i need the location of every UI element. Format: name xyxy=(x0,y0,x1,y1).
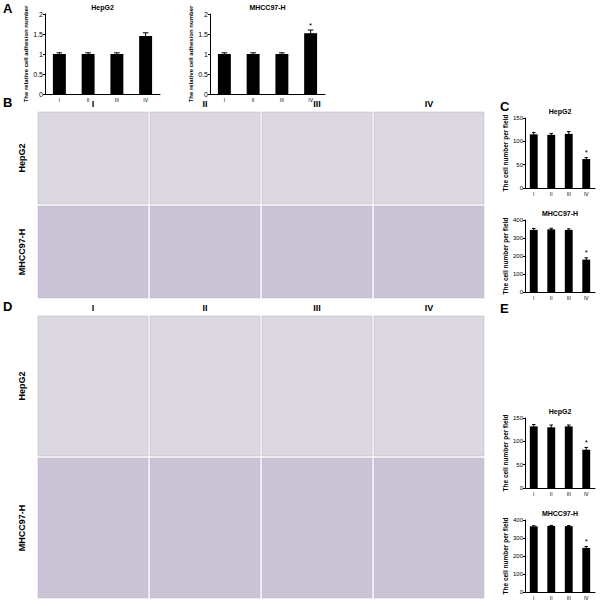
svg-text:III: III xyxy=(567,595,571,601)
svg-text:I: I xyxy=(533,595,534,601)
svg-text:300: 300 xyxy=(513,535,524,541)
svg-text:The cell number per field: The cell number per field xyxy=(502,218,510,295)
svg-text:A: A xyxy=(3,1,13,16)
svg-text:I: I xyxy=(533,491,534,497)
svg-text:*: * xyxy=(585,248,588,257)
svg-text:*: * xyxy=(309,21,312,30)
svg-text:II: II xyxy=(252,97,255,103)
svg-text:II: II xyxy=(202,303,207,313)
svg-text:HepG2: HepG2 xyxy=(17,143,27,172)
svg-text:III: III xyxy=(567,295,571,301)
svg-text:IV: IV xyxy=(308,97,313,103)
svg-text:III: III xyxy=(567,491,571,497)
svg-text:100: 100 xyxy=(513,138,524,144)
svg-text:The cell number per field: The cell number per field xyxy=(502,415,510,492)
svg-text:400: 400 xyxy=(513,217,524,223)
svg-text:MHCC97-H: MHCC97-H xyxy=(249,4,285,11)
svg-text:IV: IV xyxy=(143,97,148,103)
svg-text:100: 100 xyxy=(513,438,524,444)
svg-text:D: D xyxy=(3,299,12,314)
svg-text:*: * xyxy=(585,148,588,157)
svg-text:The cell number per field: The cell number per field xyxy=(502,518,510,595)
svg-text:II: II xyxy=(550,595,553,601)
svg-text:2: 2 xyxy=(39,11,43,18)
svg-text:300: 300 xyxy=(513,235,524,241)
svg-text:1.5: 1.5 xyxy=(198,31,208,38)
svg-text:0.5: 0.5 xyxy=(198,71,208,78)
svg-text:200: 200 xyxy=(513,553,524,559)
svg-text:III: III xyxy=(115,97,119,103)
svg-text:IV: IV xyxy=(584,595,589,601)
svg-text:II: II xyxy=(550,295,553,301)
svg-text:E: E xyxy=(500,301,509,316)
svg-text:50: 50 xyxy=(516,162,523,168)
svg-text:MHCC97-H: MHCC97-H xyxy=(17,229,27,276)
svg-text:II: II xyxy=(87,97,90,103)
svg-text:IV: IV xyxy=(584,491,589,497)
svg-text:*: * xyxy=(585,438,588,447)
svg-text:150: 150 xyxy=(513,415,524,421)
svg-text:0: 0 xyxy=(520,289,524,295)
svg-text:I: I xyxy=(59,97,60,103)
svg-text:0: 0 xyxy=(520,589,524,595)
svg-text:III: III xyxy=(313,99,321,109)
svg-text:0: 0 xyxy=(520,185,524,191)
svg-text:50: 50 xyxy=(516,462,523,468)
svg-text:II: II xyxy=(550,491,553,497)
svg-text:HepG2: HepG2 xyxy=(17,371,27,400)
svg-text:0: 0 xyxy=(39,91,43,98)
svg-text:IV: IV xyxy=(425,99,434,109)
svg-text:0: 0 xyxy=(204,91,208,98)
svg-text:*: * xyxy=(585,537,588,546)
svg-text:1.5: 1.5 xyxy=(33,31,43,38)
svg-text:C: C xyxy=(500,99,510,114)
svg-text:IV: IV xyxy=(425,303,434,313)
svg-text:III: III xyxy=(567,191,571,197)
svg-text:I: I xyxy=(533,295,534,301)
svg-text:B: B xyxy=(3,95,12,110)
svg-text:100: 100 xyxy=(513,271,524,277)
svg-text:150: 150 xyxy=(513,115,524,121)
svg-text:HepG2: HepG2 xyxy=(549,408,572,416)
svg-text:II: II xyxy=(550,191,553,197)
svg-text:I: I xyxy=(92,99,95,109)
svg-text:0.5: 0.5 xyxy=(33,71,43,78)
svg-text:I: I xyxy=(92,303,95,313)
svg-text:I: I xyxy=(224,97,225,103)
svg-text:200: 200 xyxy=(513,253,524,259)
svg-text:III: III xyxy=(280,97,284,103)
svg-text:1: 1 xyxy=(204,51,208,58)
svg-text:II: II xyxy=(202,99,207,109)
svg-text:IV: IV xyxy=(584,295,589,301)
svg-text:MHCC97-H: MHCC97-H xyxy=(542,510,578,517)
svg-text:HepG2: HepG2 xyxy=(91,4,114,12)
svg-text:IV: IV xyxy=(584,191,589,197)
svg-text:III: III xyxy=(313,303,321,313)
svg-text:I: I xyxy=(533,191,534,197)
svg-text:100: 100 xyxy=(513,571,524,577)
svg-text:2: 2 xyxy=(204,11,208,18)
svg-text:MHCC97-H: MHCC97-H xyxy=(17,505,27,552)
svg-text:HepG2: HepG2 xyxy=(549,108,572,116)
svg-text:0: 0 xyxy=(520,485,524,491)
svg-text:MHCC97-H: MHCC97-H xyxy=(542,210,578,217)
svg-text:The cell number per field: The cell number per field xyxy=(502,115,510,192)
svg-text:1: 1 xyxy=(39,51,43,58)
svg-text:The relative cell adhesion num: The relative cell adhesion number xyxy=(23,5,29,102)
svg-text:400: 400 xyxy=(513,517,524,523)
svg-text:The relative cell adhesion num: The relative cell adhesion number xyxy=(188,5,194,102)
